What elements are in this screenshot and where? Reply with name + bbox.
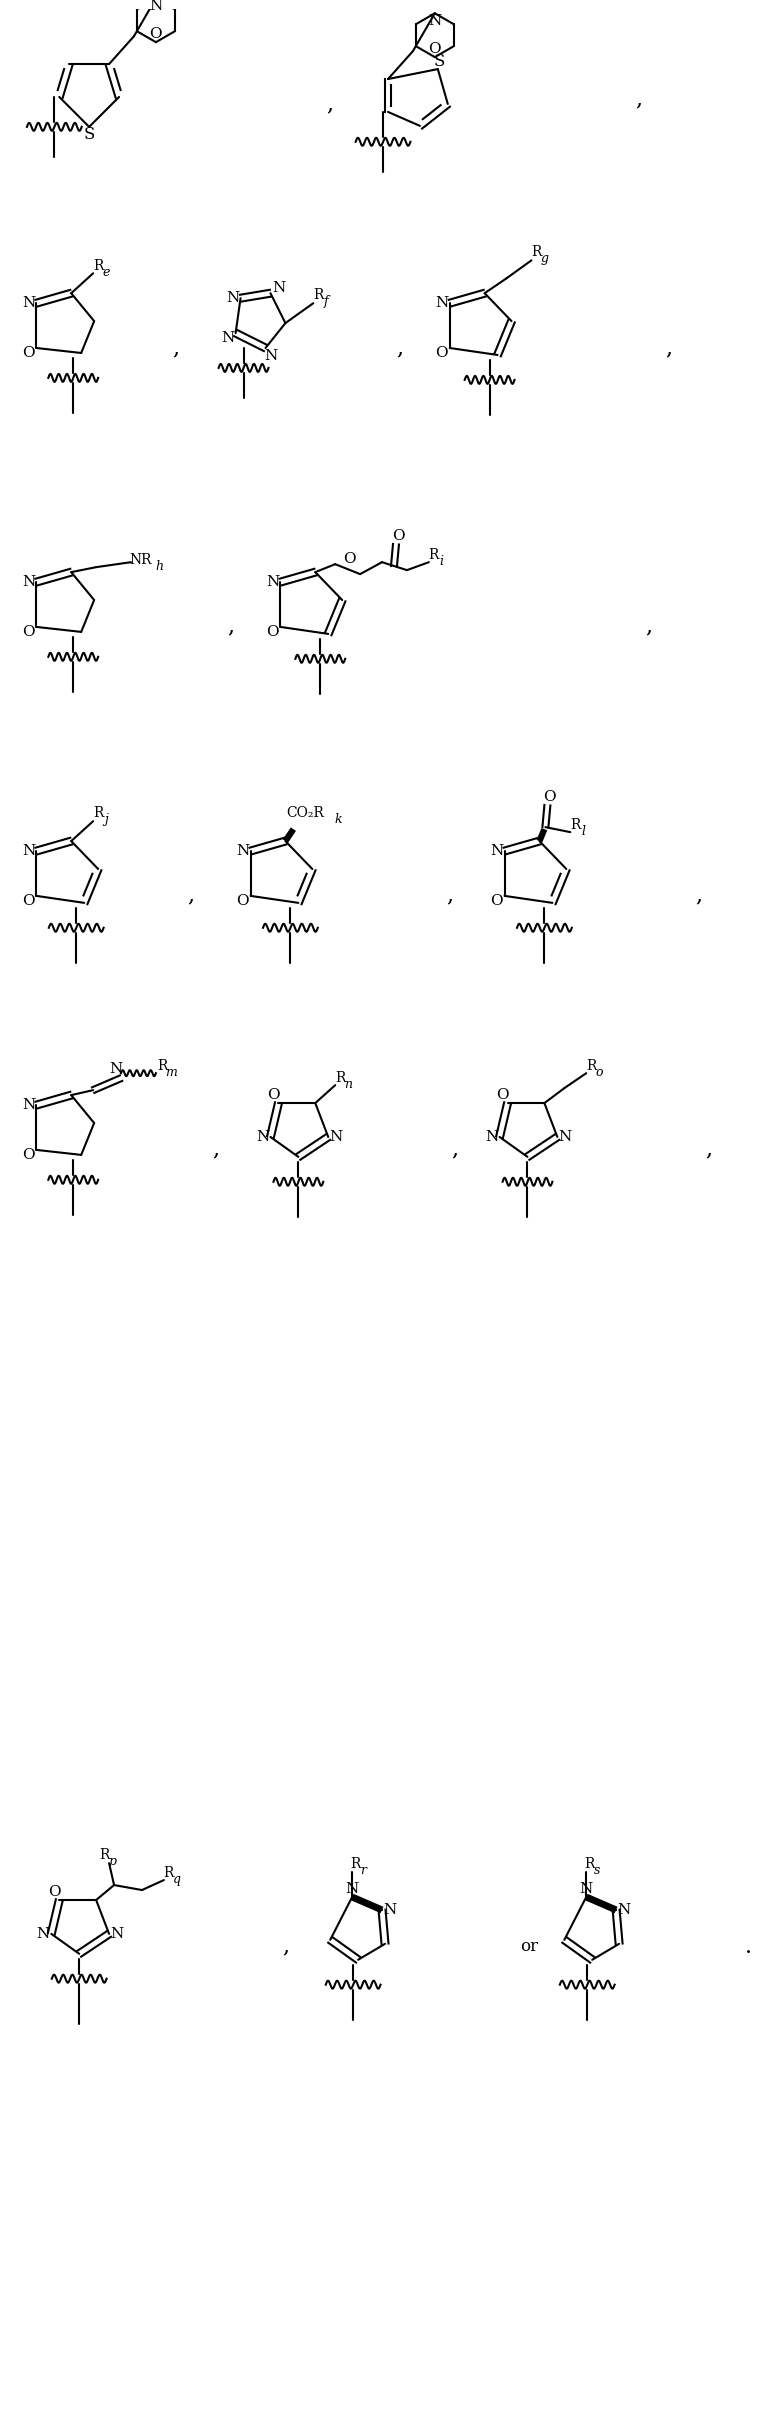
Text: O: O xyxy=(267,1088,280,1103)
Text: N: N xyxy=(264,348,277,363)
Text: ,: , xyxy=(396,336,404,358)
Text: CO₂R: CO₂R xyxy=(286,805,325,820)
Text: N: N xyxy=(435,295,448,310)
Text: R: R xyxy=(586,1059,597,1074)
Text: N: N xyxy=(22,575,35,590)
Text: N: N xyxy=(429,15,442,29)
Text: R: R xyxy=(531,244,542,259)
Text: R: R xyxy=(313,288,324,302)
Text: R: R xyxy=(350,1857,361,1872)
Text: ,: , xyxy=(227,617,234,638)
Text: N: N xyxy=(22,844,35,858)
Text: N: N xyxy=(37,1927,50,1942)
Text: N: N xyxy=(346,1881,359,1896)
Text: N: N xyxy=(579,1881,593,1896)
Text: ,: , xyxy=(636,87,643,109)
Text: R: R xyxy=(163,1867,174,1881)
Text: R: R xyxy=(570,817,580,832)
Text: m: m xyxy=(165,1066,177,1078)
Text: R: R xyxy=(158,1059,168,1074)
Text: N: N xyxy=(236,844,249,858)
Text: O: O xyxy=(436,346,448,360)
Text: R: R xyxy=(584,1857,594,1872)
Text: R: R xyxy=(93,259,103,273)
Text: O: O xyxy=(543,791,556,805)
Text: NR: NR xyxy=(130,554,152,568)
Text: N: N xyxy=(485,1129,498,1144)
Text: ,: , xyxy=(451,1139,458,1161)
Text: N: N xyxy=(221,331,235,346)
Text: ,: , xyxy=(447,885,454,907)
Text: O: O xyxy=(266,624,278,638)
Text: O: O xyxy=(149,27,162,41)
Text: N: N xyxy=(109,1062,123,1076)
Text: N: N xyxy=(272,280,285,295)
Text: ,: , xyxy=(212,1139,219,1161)
Text: ,: , xyxy=(187,885,195,907)
Text: O: O xyxy=(392,530,404,544)
Text: O: O xyxy=(497,1088,509,1103)
Text: e: e xyxy=(102,266,109,278)
Text: j: j xyxy=(104,812,108,825)
Text: N: N xyxy=(226,290,239,305)
Text: S: S xyxy=(84,126,95,143)
Text: S: S xyxy=(433,53,444,70)
Text: l: l xyxy=(581,825,585,837)
Text: N: N xyxy=(22,295,35,310)
Text: O: O xyxy=(343,551,356,566)
Text: q: q xyxy=(173,1872,181,1886)
Text: O: O xyxy=(22,1149,34,1163)
Text: O: O xyxy=(490,895,503,907)
Text: .: . xyxy=(745,1937,752,1959)
Text: N: N xyxy=(618,1903,631,1917)
Text: N: N xyxy=(149,0,163,15)
Text: N: N xyxy=(22,1098,35,1112)
Text: f: f xyxy=(324,295,328,307)
Text: or: or xyxy=(520,1939,539,1956)
Text: ,: , xyxy=(645,617,652,638)
Text: R: R xyxy=(99,1847,109,1862)
Text: N: N xyxy=(266,575,279,590)
Text: p: p xyxy=(108,1855,116,1867)
Text: O: O xyxy=(22,895,34,907)
Text: k: k xyxy=(335,812,342,825)
Text: ,: , xyxy=(665,336,673,358)
Text: ,: , xyxy=(282,1937,289,1959)
Text: ,: , xyxy=(327,92,334,116)
Text: O: O xyxy=(22,346,34,360)
Text: N: N xyxy=(110,1927,124,1942)
Text: g: g xyxy=(540,251,548,266)
Text: h: h xyxy=(155,559,163,573)
Text: O: O xyxy=(22,624,34,638)
Text: n: n xyxy=(344,1078,352,1091)
Text: R: R xyxy=(93,805,103,820)
Text: s: s xyxy=(594,1864,601,1876)
Text: R: R xyxy=(335,1071,346,1086)
Text: O: O xyxy=(429,41,441,56)
Text: N: N xyxy=(383,1903,396,1917)
Text: R: R xyxy=(429,549,439,563)
Text: o: o xyxy=(595,1066,603,1078)
Text: ,: , xyxy=(705,1139,712,1161)
Text: N: N xyxy=(490,844,503,858)
Text: ,: , xyxy=(695,885,702,907)
Text: O: O xyxy=(48,1886,61,1898)
Text: N: N xyxy=(256,1129,269,1144)
Text: ,: , xyxy=(172,336,179,358)
Text: r: r xyxy=(360,1864,366,1876)
Text: i: i xyxy=(439,554,444,568)
Text: O: O xyxy=(236,895,249,907)
Text: N: N xyxy=(329,1129,343,1144)
Text: N: N xyxy=(558,1129,572,1144)
